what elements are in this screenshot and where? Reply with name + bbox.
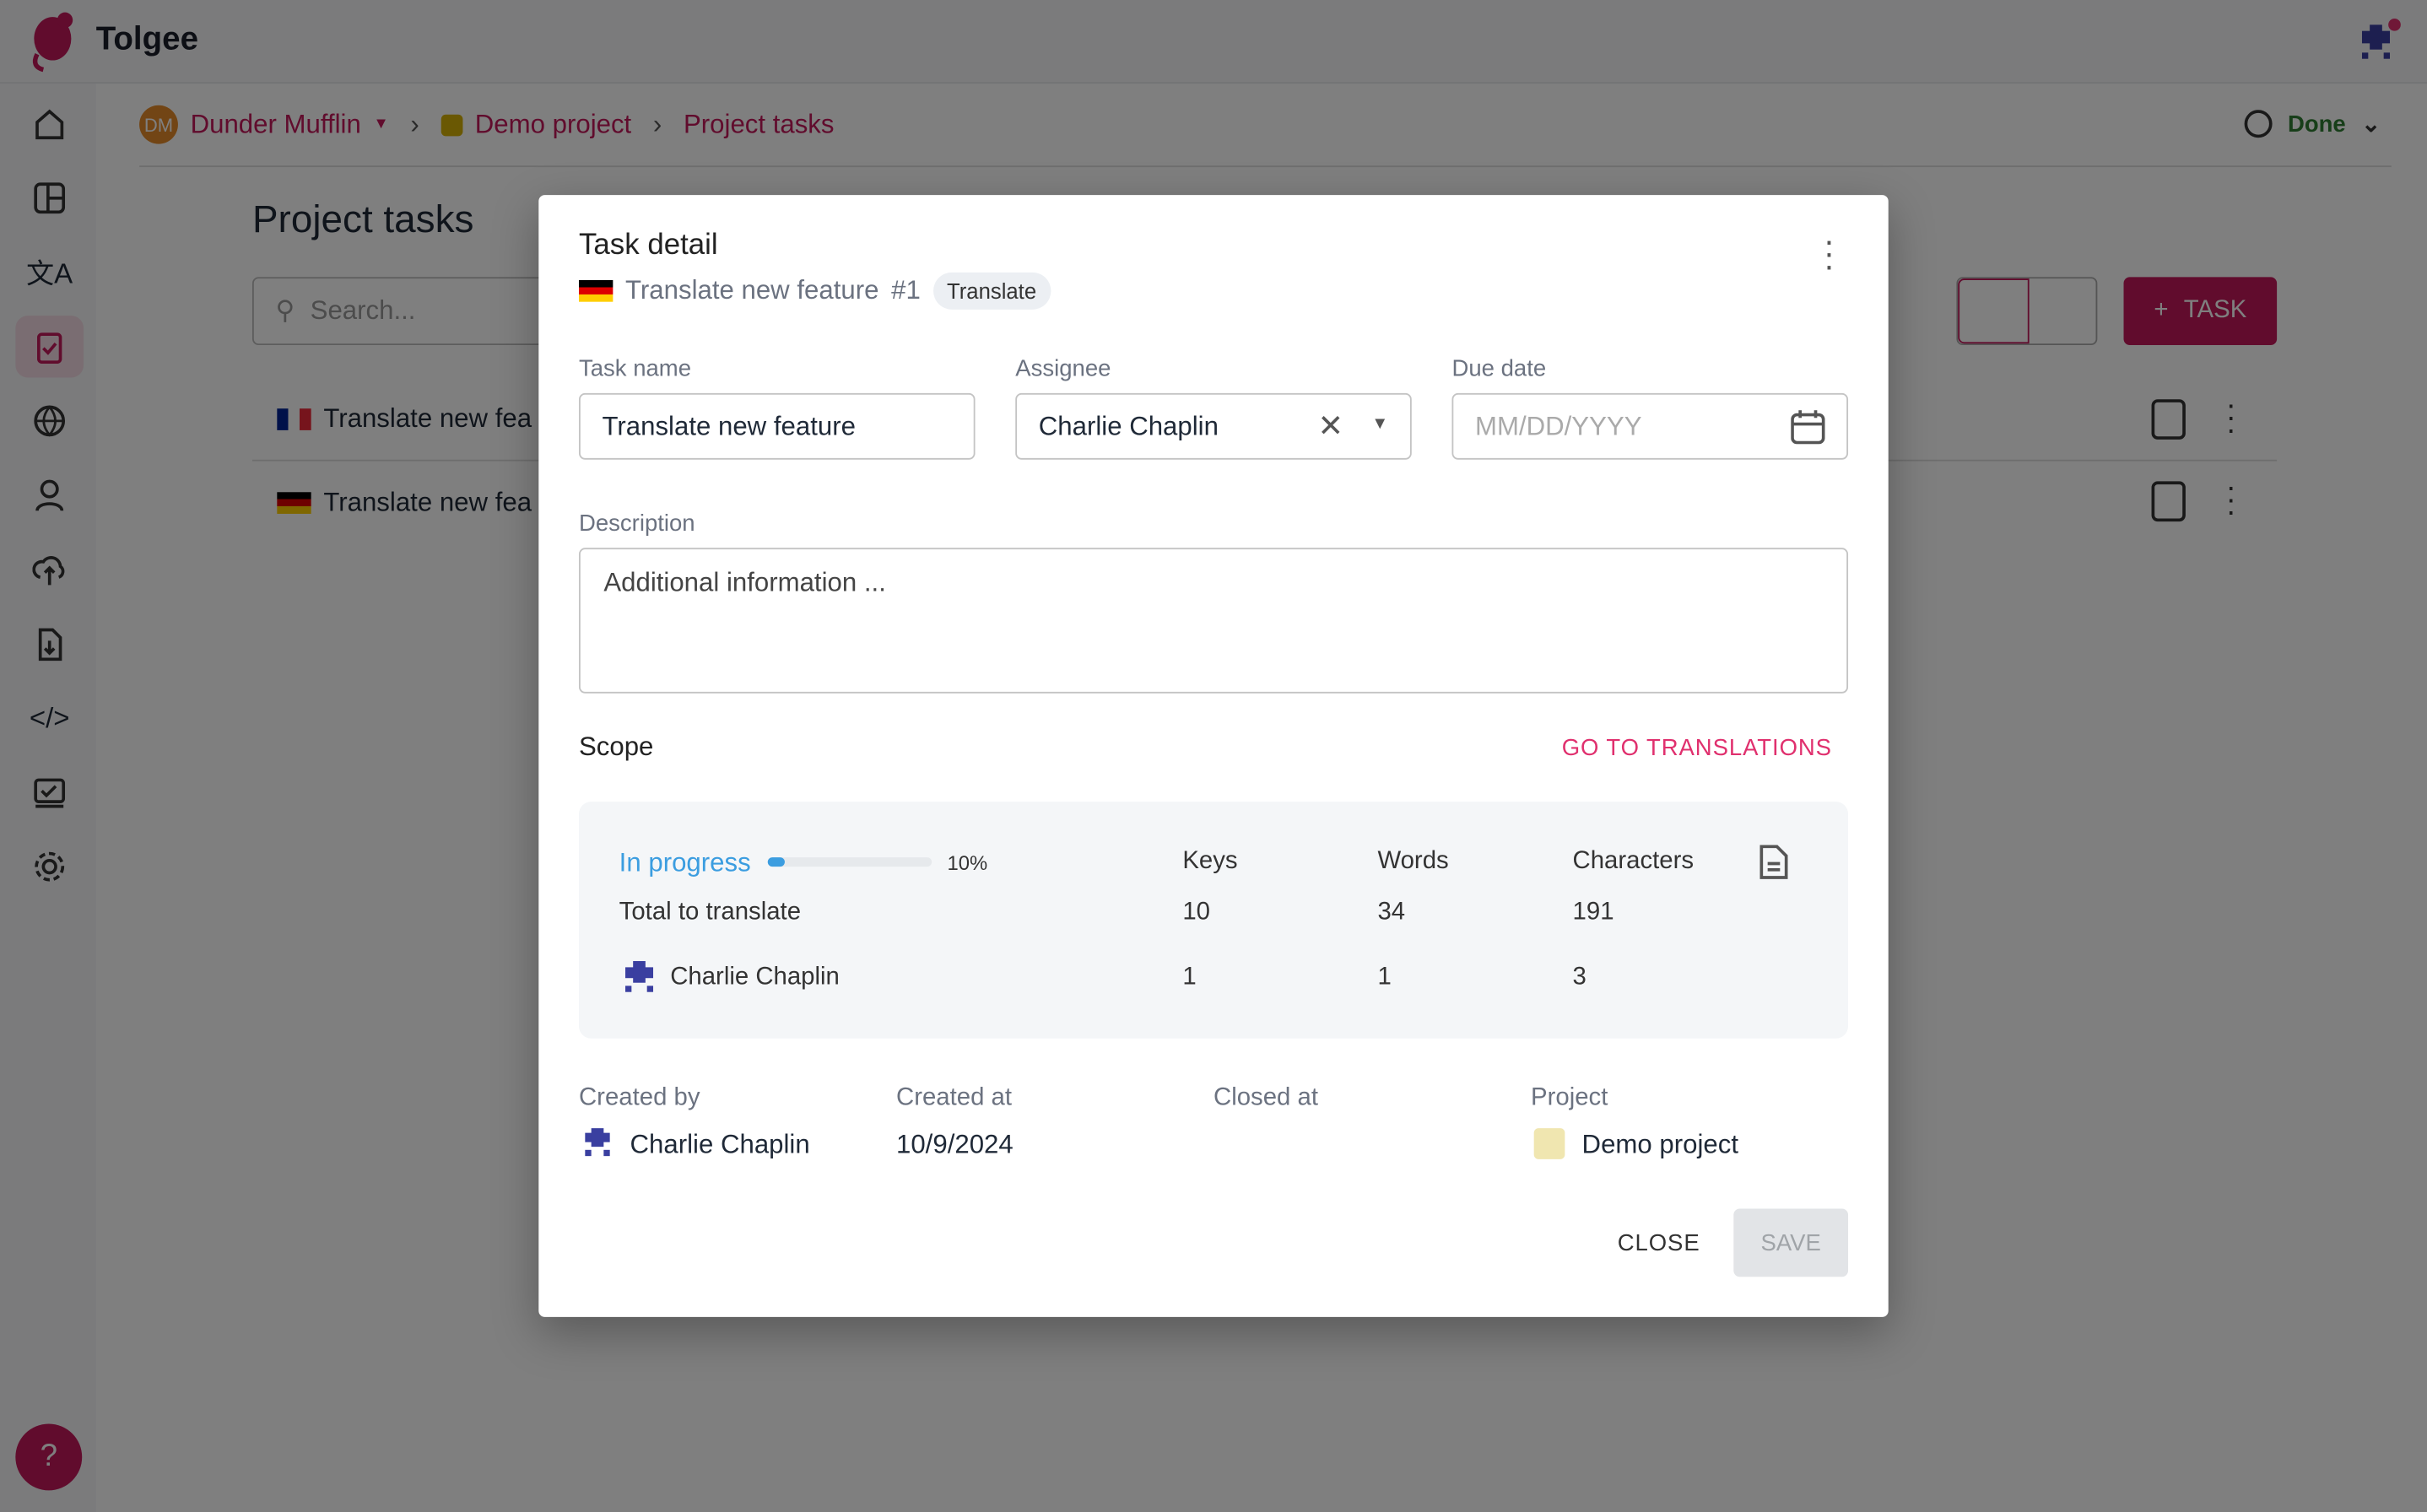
created-by-label: Created by (578, 1084, 700, 1111)
task-name-input[interactable]: Translate new feature (578, 392, 976, 460)
total-keys: 10 (1182, 899, 1210, 926)
dialog-title: Task detail (578, 229, 718, 262)
clear-icon[interactable]: ✕ (1317, 410, 1344, 445)
total-label: Total to translate (619, 899, 802, 926)
closed-at-label: Closed at (1214, 1084, 1318, 1111)
due-date-placeholder: MM/DD/YYYY (1474, 410, 1642, 440)
calendar-icon[interactable] (1791, 409, 1825, 444)
task-subtitle: Translate new feature #1 Translate (578, 272, 1051, 310)
progress-bar (767, 857, 932, 867)
created-by-value: Charlie Chaplin (630, 1129, 810, 1159)
description-label: Description (578, 510, 695, 537)
document-icon[interactable] (1759, 844, 1790, 881)
task-subtitle-name: Translate new feature (625, 275, 879, 305)
dropdown-arrow-icon[interactable]: ▼ (1371, 414, 1389, 434)
save-button[interactable]: SAVE (1733, 1208, 1849, 1277)
assignee-words: 1 (1377, 964, 1392, 991)
scope-label: Scope (578, 732, 654, 762)
project-value: Demo project (1581, 1129, 1739, 1159)
task-number: #1 (891, 275, 921, 305)
project-label: Project (1531, 1084, 1608, 1111)
assignee-row-name: Charlie Chaplin (670, 964, 840, 991)
scope-status: In progress (619, 848, 751, 878)
due-date-input[interactable]: MM/DD/YYYY (1451, 392, 1849, 460)
creator-avatar (585, 1128, 610, 1157)
close-button[interactable]: CLOSE (1617, 1230, 1700, 1257)
flag-de-icon (578, 279, 614, 302)
created-at-value: 10/9/2024 (896, 1129, 1014, 1159)
assignee-avatar (625, 961, 654, 992)
scope-panel: In progress 10% Keys Words Characters To… (578, 802, 1849, 1039)
assignee-select[interactable]: Charlie Chaplin ✕ ▼ (1015, 392, 1412, 460)
task-type-chip: Translate (932, 272, 1051, 310)
words-header: Words (1377, 848, 1449, 875)
total-words: 34 (1377, 899, 1406, 926)
task-name-label: Task name (578, 355, 692, 383)
assignee-characters: 3 (1572, 964, 1586, 991)
description-textarea[interactable]: Additional information ... (578, 548, 1849, 694)
due-date-label: Due date (1451, 355, 1547, 383)
go-to-translations-link[interactable]: GO TO TRANSLATIONS (1561, 735, 1832, 762)
description-placeholder: Additional information ... (603, 568, 886, 598)
total-characters: 191 (1572, 899, 1614, 926)
progress-label: 10% (947, 850, 988, 875)
characters-header: Characters (1572, 848, 1695, 875)
more-icon[interactable]: ··· (1823, 221, 1835, 285)
assignee-label: Assignee (1015, 355, 1111, 383)
task-detail-dialog: Task detail · · · Translate new feature #1… (538, 195, 1889, 1317)
created-at-label: Created at (896, 1084, 1013, 1111)
task-name-value: Translate new feature (602, 410, 856, 440)
assignee-value: Charlie Chaplin (1038, 410, 1219, 440)
project-avatar (1533, 1128, 1565, 1159)
assignee-keys: 1 (1182, 964, 1197, 991)
keys-header: Keys (1182, 848, 1238, 875)
